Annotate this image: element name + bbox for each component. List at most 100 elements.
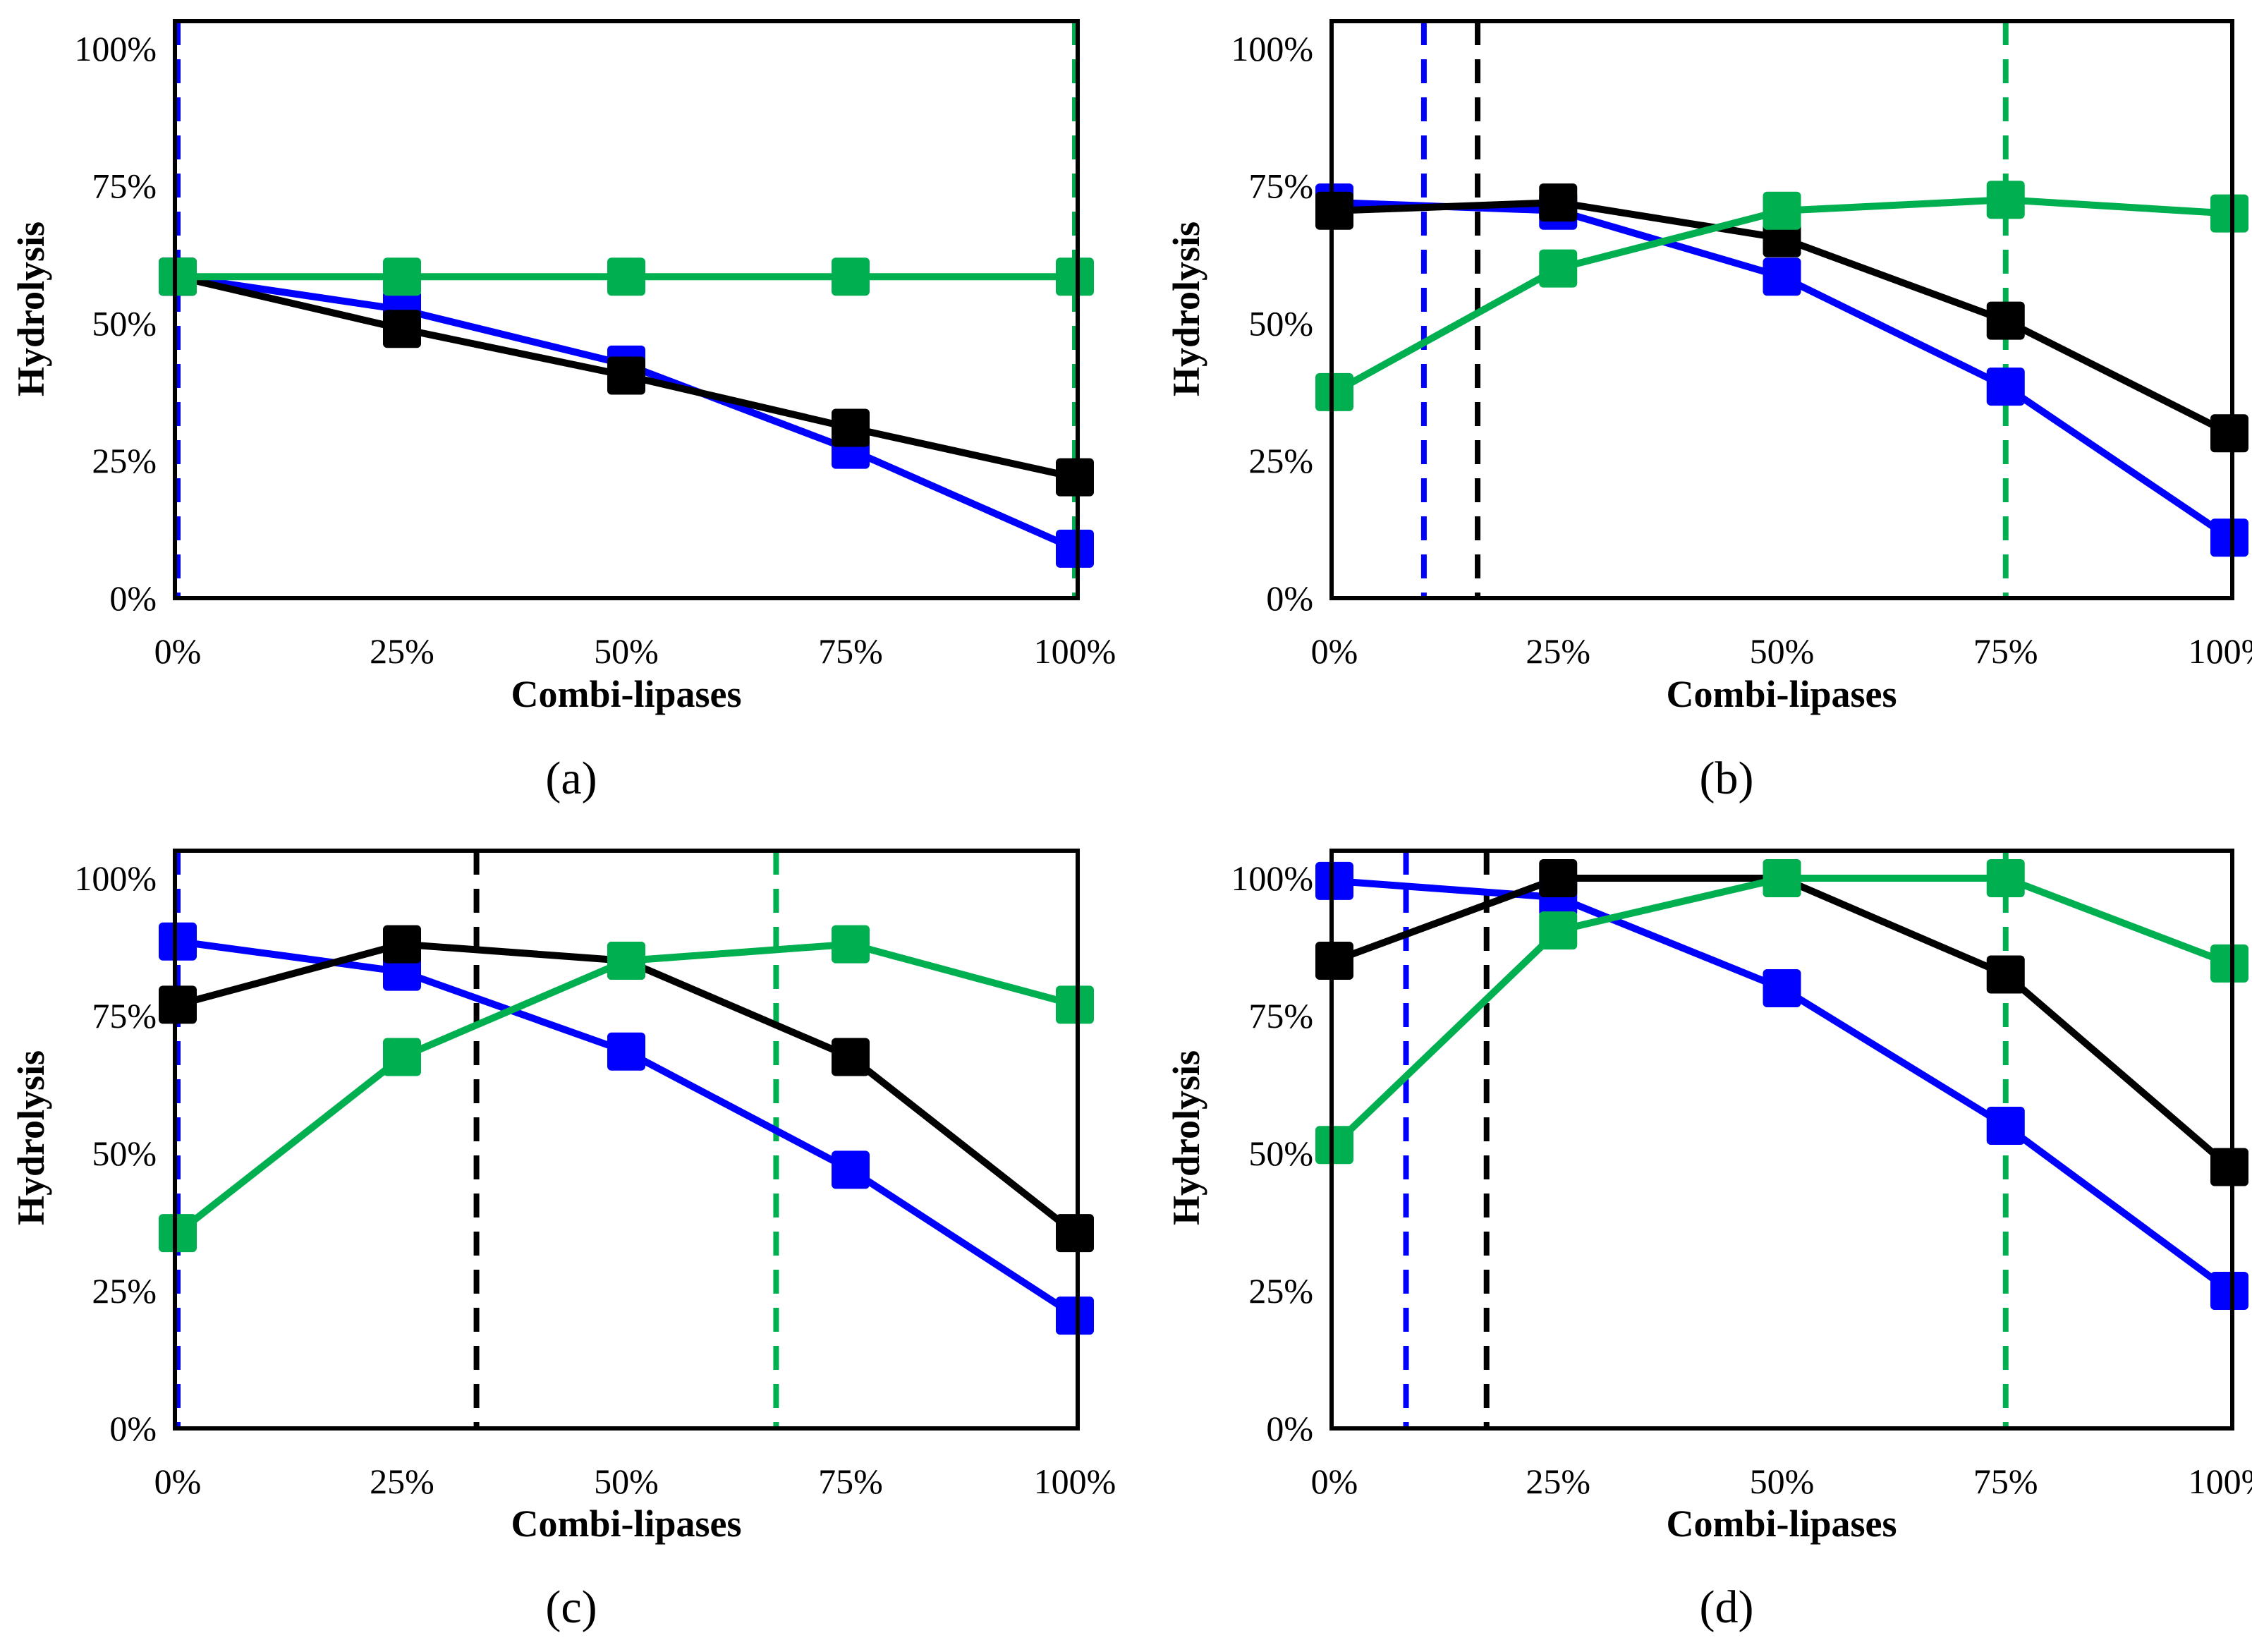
panel-label: (a) xyxy=(545,753,597,804)
data-point-green xyxy=(1056,985,1094,1024)
x-tick-label: 50% xyxy=(594,1462,659,1501)
series-line-green xyxy=(1332,875,2231,1148)
markers xyxy=(159,922,1094,1335)
data-point-black xyxy=(159,985,197,1024)
data-point-green xyxy=(159,1214,197,1253)
y-tick-label: 0% xyxy=(109,578,157,618)
xlabel: Combi-lipases xyxy=(1666,1502,1897,1545)
data-point-green xyxy=(1315,372,1353,411)
y-tick-label: 75% xyxy=(92,166,157,206)
x-tick-label: 75% xyxy=(1973,631,2038,671)
data-point-black xyxy=(1056,1214,1094,1253)
x-tick-label: 50% xyxy=(594,631,659,671)
data-point-green xyxy=(832,257,870,296)
y-tick-label: 50% xyxy=(92,303,157,343)
panel-d: Hydrolysis Combi-lipases (d) 0% 25% 50% 75%… xyxy=(1165,849,2252,1633)
markers xyxy=(1315,181,2248,557)
panel-c: Hydrolysis Combi-lipases (c) 0% 25% 50% 75%… xyxy=(10,849,1116,1633)
plot-frame xyxy=(173,849,1080,1431)
x-tick-label: 25% xyxy=(1526,631,1590,671)
x-tick-label: 0% xyxy=(154,631,202,671)
x-tick-labels: 0% 25% 50% 75% 100% xyxy=(154,631,1116,671)
y-tick-labels: 0% 25% 50% 75% 100% xyxy=(74,29,157,618)
data-point-black xyxy=(2210,414,2248,453)
data-point-black xyxy=(1539,183,1578,222)
data-point-green xyxy=(1986,859,2025,897)
plot-frame xyxy=(173,19,1080,600)
series-lines xyxy=(176,273,1077,552)
data-point-black xyxy=(383,925,421,964)
data-point-black xyxy=(383,310,421,348)
data-point-blue xyxy=(607,1032,645,1071)
data-point-green xyxy=(1763,191,1801,230)
y-tick-label: 100% xyxy=(74,29,157,68)
x-tick-labels: 0% 25% 50% 75% 100% xyxy=(154,1462,1116,1501)
y-tick-label: 25% xyxy=(1248,441,1313,480)
series-line-blue xyxy=(1334,877,2232,1294)
x-tick-labels: 0% 25% 50% 75% 100% xyxy=(1311,1462,2252,1501)
data-point-blue xyxy=(832,1150,870,1189)
data-point-black xyxy=(1986,955,2025,994)
ylabel: Hydrolysis xyxy=(10,221,52,396)
markers xyxy=(1315,859,2248,1310)
series-lines xyxy=(175,937,1078,1319)
xlabel: Combi-lipases xyxy=(1666,673,1897,715)
y-tick-label: 25% xyxy=(92,1271,157,1311)
y-tick-label: 0% xyxy=(1266,1409,1313,1448)
y-tick-label: 75% xyxy=(92,996,157,1035)
data-point-green xyxy=(159,257,197,296)
panel-b: Hydrolysis Combi-lipases (b) 0% 25% 50% 75%… xyxy=(1165,19,2252,804)
plot-frame xyxy=(1329,849,2234,1431)
panel-label: (b) xyxy=(1700,753,1754,804)
panel-a: Hydrolysis Combi-lipases (a) 0% 25% 50% 75%… xyxy=(10,19,1116,804)
data-point-blue xyxy=(1056,1296,1094,1335)
data-point-blue xyxy=(2210,518,2248,557)
data-point-blue xyxy=(159,922,197,961)
data-point-black xyxy=(1986,301,2025,340)
data-point-black xyxy=(607,356,645,395)
panel-label: (d) xyxy=(1700,1581,1754,1633)
y-tick-label: 100% xyxy=(1231,29,1313,68)
plot-frame xyxy=(1329,19,2234,600)
y-tick-label: 25% xyxy=(92,441,157,480)
data-point-black xyxy=(2210,1148,2248,1186)
data-point-green xyxy=(607,257,645,296)
data-point-blue xyxy=(1763,969,1801,1007)
data-point-green xyxy=(383,1038,421,1076)
markers xyxy=(159,257,1094,568)
data-point-green xyxy=(832,925,870,964)
y-tick-labels: 0% 25% 50% 75% 100% xyxy=(74,858,157,1448)
data-point-green xyxy=(2210,194,2248,233)
data-point-black xyxy=(832,1038,870,1076)
ylabel: Hydrolysis xyxy=(1165,1050,1207,1225)
x-tick-label: 100% xyxy=(2189,1462,2252,1501)
ylabel: Hydrolysis xyxy=(1165,221,1207,396)
y-tick-labels: 0% 25% 50% 75% 100% xyxy=(1231,858,1313,1448)
series-line-green xyxy=(175,940,1076,1237)
data-point-black xyxy=(1315,191,1353,230)
data-point-blue xyxy=(1056,529,1094,568)
data-point-green xyxy=(1315,1126,1353,1165)
x-tick-label: 75% xyxy=(818,1462,883,1501)
x-tick-label: 100% xyxy=(1034,1462,1116,1501)
series-line-black xyxy=(1333,875,2232,1170)
x-tick-label: 25% xyxy=(1526,1462,1590,1501)
series-lines xyxy=(1332,875,2232,1294)
y-tick-label: 50% xyxy=(1248,1134,1313,1173)
series-line-blue xyxy=(177,273,1077,552)
y-tick-label: 50% xyxy=(92,1134,157,1173)
x-tick-label: 50% xyxy=(1750,1462,1815,1501)
reference-lines xyxy=(175,21,1078,598)
y-tick-label: 75% xyxy=(1248,996,1313,1035)
y-tick-label: 100% xyxy=(1231,858,1313,898)
x-tick-label: 75% xyxy=(1973,1462,2038,1501)
series-line-black xyxy=(176,940,1078,1237)
x-tick-label: 0% xyxy=(154,1462,202,1501)
data-point-green xyxy=(1539,249,1578,288)
data-point-black xyxy=(832,408,870,447)
data-point-green xyxy=(1056,257,1094,296)
data-point-black xyxy=(1539,859,1578,897)
ylabel: Hydrolysis xyxy=(10,1050,52,1225)
x-tick-label: 50% xyxy=(1750,631,1815,671)
